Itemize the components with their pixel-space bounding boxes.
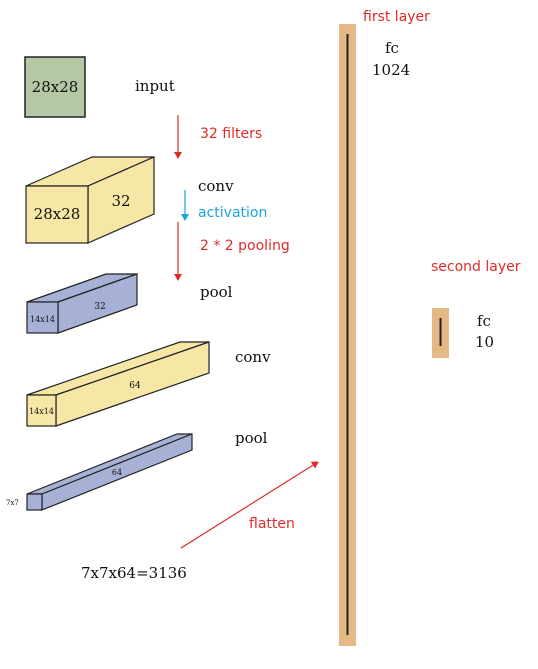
pool1-label: pool bbox=[200, 283, 233, 301]
pool2-label: pool bbox=[235, 429, 268, 447]
activation-annotation: activation bbox=[198, 205, 267, 221]
pool2-size-label: 7x7 bbox=[6, 499, 19, 507]
second-layer-fc-bar bbox=[432, 308, 449, 358]
second-layer-title: second layer bbox=[431, 259, 521, 275]
second-layer-units: 10 bbox=[475, 333, 494, 351]
input-size-label: 28x28 bbox=[32, 78, 79, 96]
pool1-depth-label: 32 bbox=[94, 302, 105, 312]
conv2-block: 14x14 64 bbox=[26, 341, 210, 427]
second-layer-type: fc bbox=[477, 312, 491, 330]
first-layer-title: first layer bbox=[363, 9, 430, 25]
first-layer-units: 1024 bbox=[372, 61, 410, 79]
conv2-label: conv bbox=[235, 348, 271, 366]
input-label: input bbox=[135, 77, 175, 95]
input-block: 28x28 bbox=[24, 56, 86, 118]
conv1-block: 28x28 32 bbox=[25, 156, 155, 244]
pooling-annotation: 2 * 2 pooling bbox=[200, 238, 290, 254]
pool2-block: 64 bbox=[26, 433, 193, 511]
filters-annotation: 32 filters bbox=[200, 126, 262, 142]
conv2-size-label: 14x14 bbox=[29, 407, 54, 416]
pool2-depth-label: 64 bbox=[112, 468, 122, 477]
flatten-size-label: 7x7x64=3136 bbox=[81, 564, 187, 582]
conv1-size-label: 28x28 bbox=[34, 205, 81, 223]
flatten-arrow bbox=[180, 461, 319, 549]
first-layer-fc-bar bbox=[339, 24, 356, 646]
pool1-block: 14x14 32 bbox=[26, 273, 138, 334]
conv1-depth-label: 32 bbox=[111, 192, 130, 210]
conv1-label: conv bbox=[198, 177, 234, 195]
conv2-depth-label: 64 bbox=[129, 381, 141, 391]
pool1-size-label: 14x14 bbox=[30, 315, 55, 324]
first-layer-type: fc bbox=[385, 39, 399, 57]
flatten-annotation: flatten bbox=[249, 516, 295, 532]
